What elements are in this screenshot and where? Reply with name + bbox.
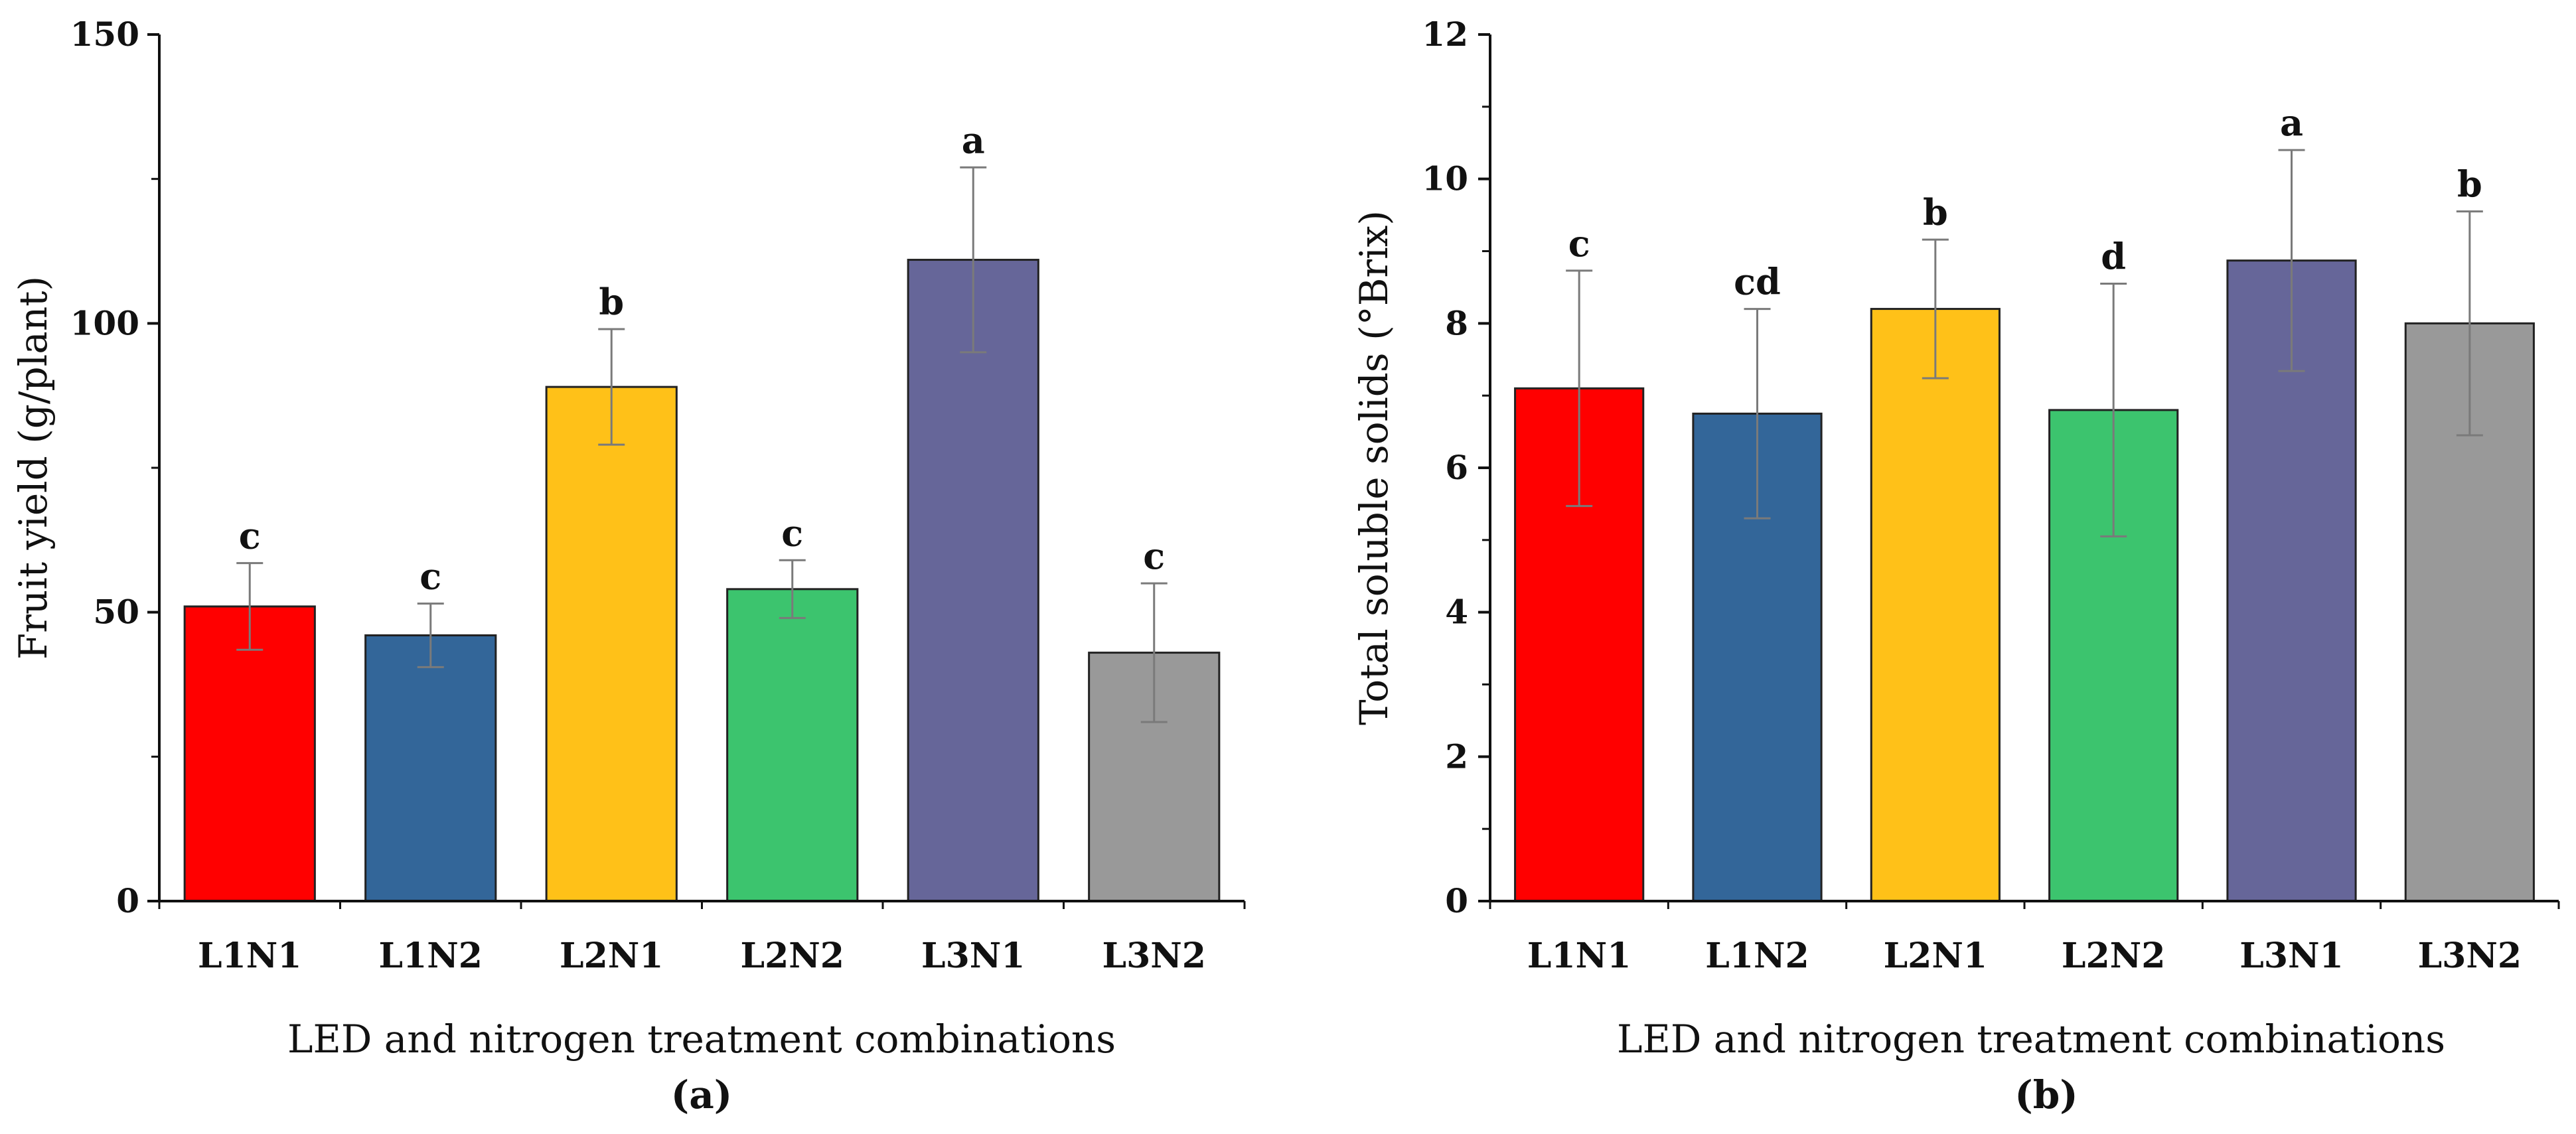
errorbars-b — [1566, 149, 2483, 537]
y-tick-label-a: 0 — [116, 881, 139, 920]
panel-b: 0 2 4 6 8 10 12 L1N1 L1N2 L2N1 L2N2 L3N1 L3N2 c cd b d… — [1351, 15, 2560, 1117]
y-tick-label-b: 0 — [1445, 881, 1468, 920]
y-ticks-a: 0 50 100 150 — [70, 15, 159, 920]
bar-a-l1n2 — [364, 634, 497, 902]
x-tick-label-b-l2n1: L2N1 — [1884, 936, 1987, 976]
significance-letters-a: c c b c a c — [239, 119, 1165, 597]
x-tick-label-a-l1n2: L1N2 — [379, 936, 483, 976]
error-bar-a-l1n1 — [236, 562, 264, 651]
y-axis-title-b: Total soluble solids (°Brix) — [1351, 210, 1397, 725]
y-ticks-b: 0 2 4 6 8 10 12 — [1422, 15, 1490, 920]
error-bar-a-l3n1 — [960, 166, 987, 354]
x-axis-title-b: LED and nitrogen treatment combinations — [1617, 1017, 2445, 1062]
bar-a-l2n1 — [545, 386, 678, 902]
significance-label-b-l1n2: cd — [1734, 261, 1781, 303]
error-bar-b-l1n2 — [1744, 308, 1771, 520]
x-tick-label-a-l3n1: L3N1 — [921, 936, 1025, 976]
error-bar-b-l1n1 — [1566, 269, 1593, 508]
y-tick-label-b: 10 — [1422, 159, 1468, 198]
y-tick-label-a: 150 — [70, 15, 139, 54]
significance-label-b-l2n1: b — [1923, 191, 1948, 234]
panel-label-b: (b) — [2014, 1072, 2078, 1117]
error-bar-a-l1n2 — [417, 602, 444, 668]
bar-b-l2n1 — [1870, 308, 2001, 902]
x-tick-label-b-l1n1: L1N1 — [1527, 936, 1631, 976]
error-bar-b-l2n1 — [1922, 238, 1949, 380]
significance-label-a-l2n2: c — [781, 512, 803, 554]
y-tick-label-a: 100 — [70, 303, 139, 342]
x-axis-title-a: LED and nitrogen treatment combinations — [287, 1017, 1116, 1062]
x-categories-b: L1N1 L1N2 L2N1 L2N2 L3N1 L3N2 — [1527, 936, 2522, 976]
significance-label-a-l1n2: c — [419, 555, 441, 598]
significance-label-a-l3n1: a — [962, 119, 985, 161]
errorbars-a — [236, 166, 1168, 723]
error-bar-b-l3n2 — [2456, 210, 2483, 437]
bars-b — [1514, 259, 2535, 902]
significance-label-a-l1n1: c — [239, 515, 261, 557]
significance-letters-b: c cd b d a b — [1568, 102, 2482, 303]
x-tick-label-b-l1n2: L1N2 — [1705, 936, 1809, 976]
significance-label-b-l2n2: d — [2101, 235, 2126, 277]
bar-a-l3n1 — [907, 259, 1039, 902]
x-tick-label-b-l3n2: L3N2 — [2418, 936, 2522, 976]
error-bar-a-l2n2 — [779, 559, 806, 619]
error-bar-b-l2n2 — [2100, 282, 2127, 537]
panel-a: 0 50 100 150 L1N1 L1N2 L2N1 L2N2 L3N1 L3N2 c c b c a… — [11, 15, 1246, 1117]
significance-label-b-l3n1: a — [2280, 102, 2303, 144]
significance-label-a-l2n1: b — [599, 281, 624, 323]
significance-label-b-l3n2: b — [2457, 163, 2482, 206]
x-tick-label-b-l3n1: L3N1 — [2239, 936, 2343, 976]
x-tick-label-a-l1n1: L1N1 — [198, 936, 301, 976]
axes-b — [1489, 35, 2560, 909]
x-tick-label-b-l2n2: L2N2 — [2062, 936, 2165, 976]
y-axis-title-a: Fruit yield (g/plant) — [11, 276, 56, 660]
x-tick-label-a-l2n1: L2N1 — [560, 936, 663, 976]
error-bar-a-l2n1 — [598, 328, 625, 446]
x-tick-label-a-l2n2: L2N2 — [741, 936, 844, 976]
panel-label-a: (a) — [671, 1072, 732, 1117]
y-tick-label-b: 6 — [1445, 448, 1468, 487]
y-tick-label-b: 2 — [1445, 737, 1468, 776]
x-tick-label-a-l3n2: L3N2 — [1102, 936, 1206, 976]
bar-a-l2n2 — [726, 588, 859, 902]
bar-a-l1n1 — [183, 605, 316, 902]
significance-label-a-l3n2: c — [1143, 535, 1165, 577]
x-categories-a: L1N1 L1N2 L2N1 L2N2 L3N1 L3N2 — [198, 936, 1206, 976]
y-tick-label-b: 8 — [1445, 303, 1468, 342]
axes-a — [158, 35, 1246, 909]
bars-a — [183, 259, 1221, 902]
y-tick-label-b: 12 — [1422, 15, 1468, 54]
error-bar-b-l3n1 — [2278, 149, 2305, 372]
error-bar-a-l3n2 — [1140, 582, 1168, 723]
significance-label-b-l1n1: c — [1568, 222, 1590, 265]
y-tick-label-b: 4 — [1445, 593, 1468, 632]
y-tick-label-a: 50 — [93, 593, 139, 632]
